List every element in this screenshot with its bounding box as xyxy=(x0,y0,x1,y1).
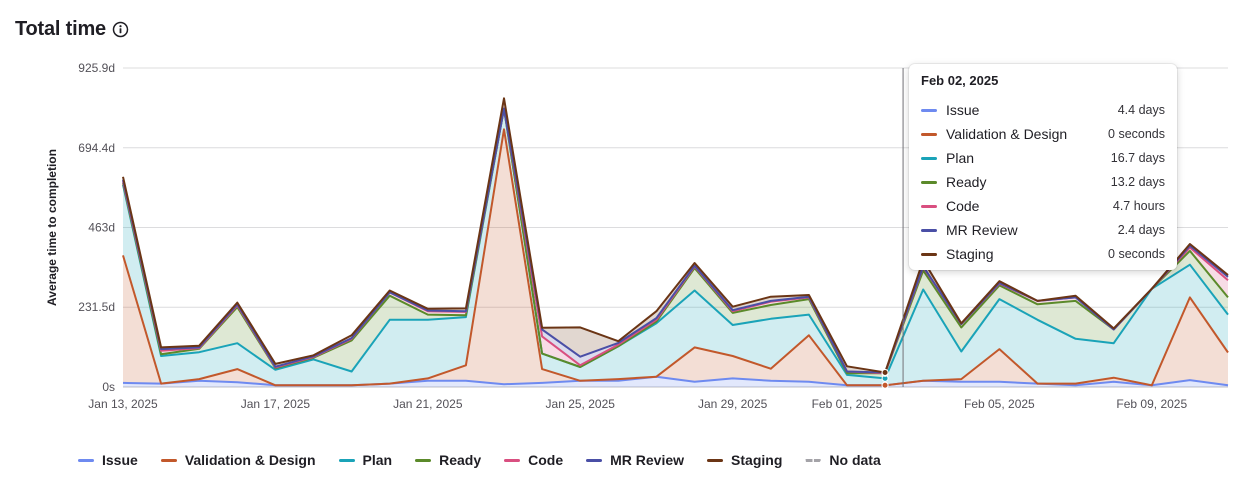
legend-swatch xyxy=(504,458,521,462)
y-tick-label: 0s xyxy=(102,380,115,394)
legend-item-mr-review[interactable]: MR Review xyxy=(586,452,684,468)
legend-swatch xyxy=(415,458,432,462)
tooltip-series-value: 0 seconds xyxy=(1108,247,1165,261)
legend-swatch xyxy=(586,458,603,462)
legend-label: Staging xyxy=(731,452,783,468)
y-tick-label: 925.9d xyxy=(78,61,115,75)
series-line-validation-design[interactable] xyxy=(122,128,1229,387)
tooltip-swatch xyxy=(921,228,937,232)
legend-swatch xyxy=(160,458,177,462)
tooltip-row: Validation & Design 0 seconds xyxy=(921,122,1165,146)
legend-label: Ready xyxy=(439,452,482,468)
chart-title: Total time xyxy=(15,18,106,40)
tooltip-series-label: Issue xyxy=(946,102,980,118)
x-tick-label: Jan 21, 2025 xyxy=(393,397,463,411)
legend-item-plan[interactable]: Plan xyxy=(338,452,393,468)
x-tick-label: Jan 13, 2025 xyxy=(88,397,158,411)
tooltip-swatch xyxy=(921,132,937,136)
tooltip-date: Feb 02, 2025 xyxy=(921,73,999,88)
x-tick-label: Jan 25, 2025 xyxy=(546,397,616,411)
legend-swatch xyxy=(338,458,355,462)
tooltip-series-label: Staging xyxy=(946,246,994,262)
tooltip-series-label: Ready xyxy=(946,174,987,190)
legend-label: Issue xyxy=(102,452,138,468)
legend-item-validation-design[interactable]: Validation & Design xyxy=(160,452,316,468)
legend-swatch xyxy=(805,458,822,462)
legend-label: MR Review xyxy=(610,452,685,468)
x-tick-label: Feb 09, 2025 xyxy=(1116,397,1187,411)
tooltip-rows: Issue 4.4 days Validation & Design 0 second… xyxy=(921,98,1165,266)
tooltip-series-value: 4.4 days xyxy=(1117,103,1165,117)
tooltip-row: Ready 13.2 days xyxy=(921,170,1165,194)
y-axis-label: Average time to completion xyxy=(45,149,59,306)
tooltip-swatch xyxy=(921,180,937,184)
tooltip-row: Staging 0 seconds xyxy=(921,242,1165,266)
chart-tooltip: Feb 02, 2025 Issue 4.4 days Validation & D… xyxy=(909,64,1177,270)
legend-item-issue[interactable]: Issue xyxy=(78,452,138,468)
legend-label: Validation & Design xyxy=(184,452,316,468)
series-line-plan[interactable] xyxy=(122,107,1229,380)
tooltip-series-label: Validation & Design xyxy=(946,126,1068,142)
tooltip-series-value: 4.7 hours xyxy=(1112,199,1165,213)
tooltip-row: Issue 4.4 days xyxy=(921,98,1165,122)
tooltip-row: Code 4.7 hours xyxy=(921,194,1165,218)
tooltip-series-label: MR Review xyxy=(946,222,1018,238)
tooltip-swatch xyxy=(921,204,937,208)
legend-item-code[interactable]: Code xyxy=(504,452,563,468)
tooltip-row: MR Review 2.4 days xyxy=(921,218,1165,242)
tooltip-series-label: Code xyxy=(946,198,980,214)
legend-item-ready[interactable]: Ready xyxy=(415,452,481,468)
series-line-staging[interactable] xyxy=(122,97,1229,374)
tooltip-swatch xyxy=(921,156,937,160)
series-area-issue xyxy=(123,376,1228,387)
chart-header: Total time xyxy=(15,18,129,41)
legend-label: Code xyxy=(528,452,564,468)
x-tick-label: Jan 29, 2025 xyxy=(698,397,768,411)
hover-point xyxy=(881,381,889,389)
x-tick-label: Feb 01, 2025 xyxy=(812,397,883,411)
tooltip-series-value: 2.4 days xyxy=(1117,223,1165,237)
x-tick-label: Feb 05, 2025 xyxy=(964,397,1035,411)
series-area-plan xyxy=(123,108,1228,386)
tooltip-series-label: Plan xyxy=(946,150,975,166)
tooltip-swatch xyxy=(921,108,937,112)
legend-label: Plan xyxy=(362,452,393,468)
legend-item-staging[interactable]: Staging xyxy=(707,452,782,468)
legend-item-no-data[interactable]: No data xyxy=(805,452,881,468)
legend-label: No data xyxy=(829,452,881,468)
tooltip-series-value: 13.2 days xyxy=(1110,175,1165,189)
tooltip-row: Plan 16.7 days xyxy=(921,146,1165,170)
tooltip-swatch xyxy=(921,252,937,256)
series-area-ready xyxy=(123,108,1228,379)
hover-point xyxy=(881,369,889,377)
chart-legend: Issue Validation & Design Plan Ready Code MR … xyxy=(78,452,904,468)
y-tick-label: 463d xyxy=(88,220,115,234)
legend-swatch xyxy=(707,458,724,462)
y-tick-label: 231.5d xyxy=(78,300,115,314)
y-tick-label: 694.4d xyxy=(78,141,115,155)
info-icon[interactable] xyxy=(112,21,129,38)
x-tick-label: Jan 17, 2025 xyxy=(241,397,311,411)
tooltip-series-value: 16.7 days xyxy=(1110,151,1165,165)
tooltip-series-value: 0 seconds xyxy=(1108,127,1165,141)
legend-swatch xyxy=(78,458,94,462)
